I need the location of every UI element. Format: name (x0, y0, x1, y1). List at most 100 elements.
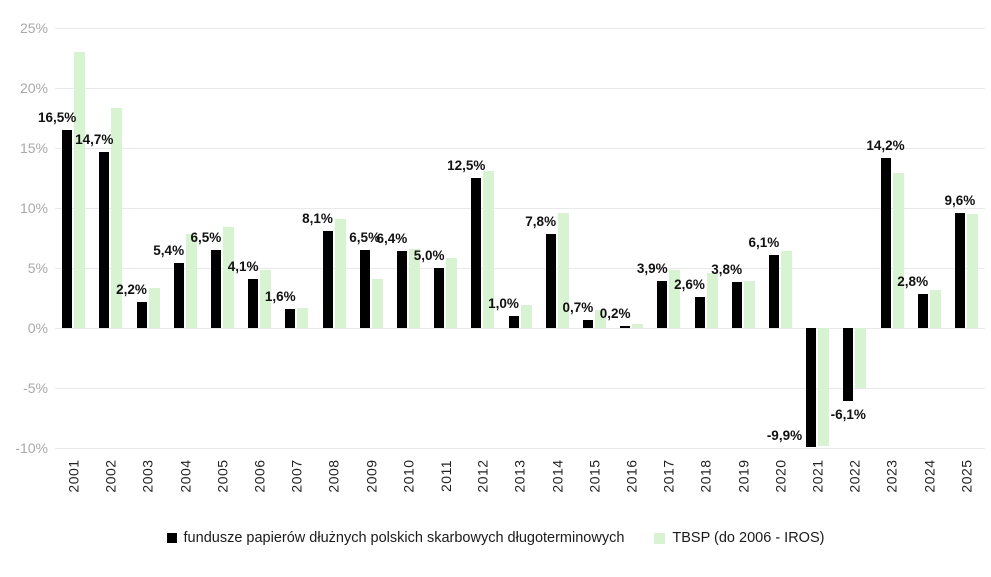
data-label-2019: 3,8% (711, 262, 743, 278)
x-tick-label-2018: 2018 (698, 459, 714, 493)
x-tick-2004: 2004 (165, 454, 205, 498)
x-tick-2023: 2023 (872, 454, 912, 498)
x-tick-label-2022: 2022 (846, 459, 863, 493)
bar-tbsp-2016 (632, 324, 644, 328)
x-tick-label-2011: 2011 (437, 459, 454, 493)
x-tick-label-2013: 2013 (512, 459, 528, 493)
data-label-2008: 8,1% (302, 210, 333, 226)
bar-fundusze-2020 (768, 254, 779, 328)
bar-fundusze-2010 (396, 251, 407, 328)
x-tick-label-2019: 2019 (735, 459, 752, 493)
x-tick-2012: 2012 (463, 454, 503, 498)
bar-tbsp-2020 (780, 251, 792, 328)
chart-legend: fundusze papierów dłużnych polskich skar… (0, 530, 991, 546)
data-label-2023: 14,2% (866, 137, 905, 153)
bar-tbsp-2004 (185, 234, 197, 328)
gridline--5% (55, 388, 985, 389)
x-tick-2019: 2019 (723, 454, 763, 498)
gridline-0% (55, 328, 985, 329)
data-label-2017: 3,9% (636, 261, 668, 277)
bar-tbsp-2015 (594, 310, 606, 328)
bar-tbsp-2001 (74, 52, 86, 328)
data-label-2016: 0,2% (599, 305, 631, 321)
plot-area: 16,5% 14,7% 2,2% 5,4% 6,5% 4,1% 1,6% 8,1% 6,5% 6,… (38, 28, 985, 449)
x-tick-label-2025: 2025 (958, 459, 975, 493)
bar-fundusze-2024 (917, 294, 928, 328)
x-tick-2005: 2005 (202, 454, 242, 498)
bar-fundusze-2017 (657, 281, 668, 328)
gridline-10% (55, 208, 985, 209)
data-label-2002: 14,7% (75, 131, 114, 147)
x-tick-2013: 2013 (500, 454, 540, 498)
bar-fundusze-2016 (620, 325, 631, 328)
x-tick-2008: 2008 (314, 454, 354, 498)
x-tick-label-2020: 2020 (772, 459, 789, 493)
x-tick-label-2007: 2007 (288, 459, 305, 493)
data-label-2005: 6,5% (190, 230, 222, 245)
x-tick-2002: 2002 (91, 454, 131, 498)
x-tick-2022: 2022 (835, 454, 875, 498)
bar-tbsp-2012 (483, 170, 495, 328)
x-tick-label-2017: 2017 (660, 459, 677, 493)
data-label-2022: -6,1% (830, 407, 866, 423)
x-tick-2001: 2001 (54, 454, 94, 498)
x-tick-2011: 2011 (426, 454, 466, 498)
data-label-2004: 5,4% (153, 243, 185, 259)
bar-tbsp-2009 (371, 278, 383, 328)
x-tick-label-2001: 2001 (65, 459, 82, 493)
gridline--10% (55, 448, 985, 449)
data-label-2020: 6,1% (748, 234, 780, 250)
data-label-2006: 4,1% (227, 258, 259, 274)
data-label-2025: 9,6% (944, 192, 976, 208)
y-tick-label-15%: 15% (19, 140, 48, 156)
data-label-2001: 16,5% (37, 110, 77, 125)
data-label-2007: 1,6% (264, 288, 296, 304)
bar-tbsp-2019 (743, 281, 755, 328)
bar-tbsp-2008 (334, 218, 346, 328)
y-tick-label-5%: 5% (27, 260, 48, 276)
data-label-2012: 12,5% (447, 158, 486, 173)
bar-tbsp-2003 (148, 288, 160, 328)
bar-tbsp-2014 (557, 212, 569, 328)
bar-tbsp-2011 (446, 258, 458, 328)
y-tick-label-10%: 10% (19, 200, 48, 216)
legend-item-tbsp: TBSP (do 2006 - IROS) (654, 530, 824, 546)
bar-fundusze-2002 (99, 151, 110, 328)
y-tick-label-25%: 25% (19, 20, 48, 36)
data-label-2003: 2,2% (116, 281, 147, 297)
x-tick-label-2021: 2021 (809, 459, 826, 493)
data-label-2009: 6,5% (349, 230, 381, 245)
gridline-20% (55, 88, 985, 89)
x-tick-2024: 2024 (909, 454, 949, 498)
bar-fundusze-2019 (731, 282, 742, 328)
legend-label-tbsp: TBSP (do 2006 - IROS) (672, 530, 825, 546)
bar-tbsp-2021 (818, 328, 830, 446)
bar-tbsp-2025 (966, 214, 978, 328)
data-label-2014: 7,8% (525, 214, 557, 230)
bar-fundusze-2005 (210, 250, 221, 328)
bar-fundusze-2008 (322, 230, 333, 328)
bar-fundusze-2001 (62, 130, 73, 328)
x-tick-label-2004: 2004 (177, 459, 194, 493)
x-tick-2020: 2020 (760, 454, 800, 498)
bar-tbsp-2002 (111, 108, 123, 328)
legend-label-fundusze: fundusze papierów dłużnych polskich skar… (183, 530, 625, 546)
bar-fundusze-2006 (248, 278, 259, 328)
bar-tbsp-2017 (669, 270, 681, 328)
bar-fundusze-2022 (843, 328, 854, 402)
bar-fundusze-2021 (806, 328, 817, 447)
data-label-2021: -9,9% (766, 427, 803, 443)
x-tick-label-2002: 2002 (102, 459, 119, 493)
x-tick-label-2005: 2005 (214, 459, 231, 493)
bar-fundusze-2018 (694, 296, 705, 328)
data-label-2015: 0,7% (562, 299, 594, 315)
bar-tbsp-2007 (297, 307, 309, 328)
bar-tbsp-2010 (408, 248, 420, 328)
x-tick-2003: 2003 (128, 454, 168, 498)
x-tick-label-2024: 2024 (921, 459, 938, 493)
x-tick-2017: 2017 (649, 454, 689, 498)
x-tick-2014: 2014 (537, 454, 577, 498)
bar-fundusze-2004 (173, 263, 184, 328)
gridline-25% (55, 28, 985, 29)
x-tick-2018: 2018 (686, 454, 726, 498)
